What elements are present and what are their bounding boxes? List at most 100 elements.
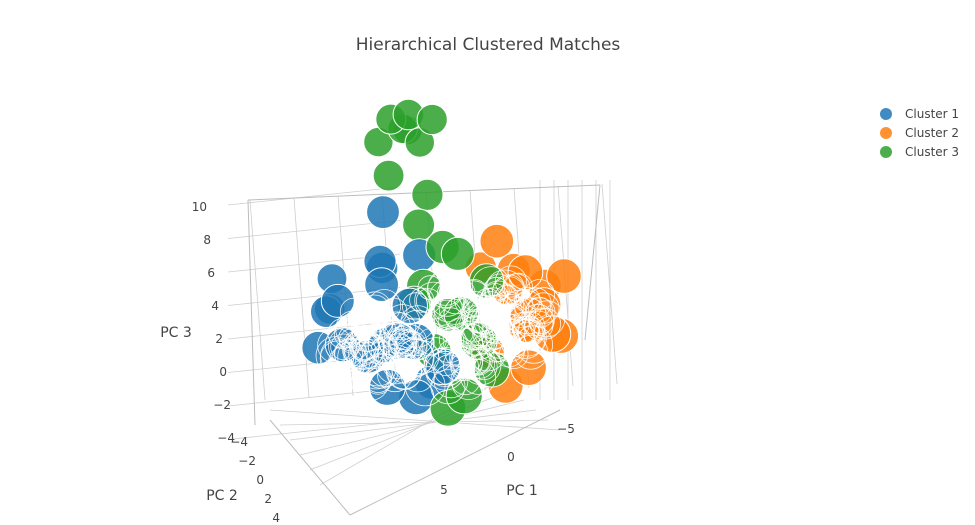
grid-line [249, 199, 266, 401]
y-tick-label: −2 [238, 454, 256, 468]
legend-marker [880, 127, 892, 139]
grid-line [227, 421, 401, 440]
point-outline [528, 300, 566, 338]
data-point[interactable] [546, 258, 582, 294]
y-tick-label: −4 [230, 435, 248, 449]
point-outline [464, 348, 495, 379]
grid-line [601, 183, 618, 385]
z-tick-label: −2 [213, 398, 231, 412]
data-point[interactable] [364, 267, 400, 303]
point-outline [353, 315, 382, 344]
point-outline [451, 345, 484, 377]
point-outline [466, 303, 501, 338]
axis-frame-line [349, 409, 561, 516]
point-outline [380, 297, 408, 325]
data-point[interactable] [416, 103, 448, 136]
legend-marker [880, 146, 892, 158]
legend-item[interactable]: Cluster 1 [880, 107, 959, 121]
data-points [301, 98, 582, 427]
point-outline [444, 339, 473, 368]
point-outline [400, 358, 435, 393]
point-outline [513, 334, 549, 370]
point-outline [412, 321, 447, 357]
point-outline [464, 346, 493, 376]
point-outline [327, 317, 359, 349]
point-outline [353, 297, 383, 327]
axis-frame-line [584, 184, 601, 341]
point-outline [433, 292, 463, 323]
grid-line [299, 399, 525, 456]
y-axis-title: PC 2 [206, 488, 238, 504]
point-outline [391, 324, 417, 351]
legend-item[interactable]: Cluster 2 [880, 126, 959, 140]
point-outline [415, 288, 442, 314]
point-outline [327, 345, 364, 381]
point-outline [315, 336, 355, 376]
z-tick-label: 2 [215, 332, 223, 346]
data-point[interactable] [372, 159, 405, 192]
data-point[interactable] [479, 223, 515, 259]
point-outline [393, 331, 425, 363]
point-outline [458, 279, 490, 311]
point-outline [493, 285, 519, 311]
point-outline [417, 275, 443, 301]
grid-line [269, 409, 561, 431]
data-point[interactable] [366, 195, 400, 230]
point-outline [480, 280, 518, 318]
point-outline [493, 304, 526, 337]
z-tick-label: −4 [217, 431, 235, 445]
point-outline [461, 344, 502, 386]
legend-item[interactable]: Cluster 3 [880, 145, 959, 159]
axis-frame-line [269, 419, 351, 516]
point-outline [461, 299, 495, 333]
point-outline [367, 289, 402, 323]
point-outline [449, 342, 482, 376]
z-tick-label: 10 [192, 200, 207, 214]
point-outline [349, 330, 380, 362]
point-outline [392, 346, 427, 381]
legend-label: Cluster 2 [905, 126, 959, 140]
point-outline [355, 334, 390, 369]
point-outline [437, 307, 465, 335]
point-outline [529, 307, 562, 340]
data-point[interactable] [440, 236, 475, 271]
point-outline [502, 273, 531, 302]
legend-label: Cluster 1 [905, 107, 959, 121]
data-point[interactable] [510, 349, 547, 387]
point-outline [339, 328, 365, 354]
point-outline [427, 269, 464, 306]
legend-label: Cluster 3 [905, 145, 959, 159]
z-tick-label: 8 [203, 233, 211, 247]
point-outline [430, 369, 466, 405]
z-tick-label: 0 [219, 365, 227, 379]
z-axis-title: PC 3 [160, 325, 192, 341]
y-tick-label: 4 [272, 511, 280, 525]
data-point[interactable] [445, 377, 483, 415]
chart-title: Hierarchical Clustered Matches [356, 35, 621, 55]
point-outline [495, 318, 526, 349]
legend[interactable]: Cluster 1 Cluster 2 Cluster 3 [880, 107, 959, 159]
point-outline [417, 328, 445, 355]
point-outline [436, 275, 476, 315]
axis-frame-line [247, 199, 256, 426]
point-outline [460, 359, 497, 395]
point-outline [528, 292, 560, 324]
point-outline [481, 315, 511, 344]
point-outline [460, 324, 487, 351]
x-tick-label: −5 [557, 422, 575, 436]
point-outline [452, 323, 488, 358]
point-outline [463, 295, 503, 334]
point-outline [383, 336, 416, 370]
point-outline [391, 357, 419, 384]
point-outline [384, 312, 417, 344]
point-outline [409, 287, 435, 313]
point-outline [343, 338, 379, 375]
z-tick-label: 6 [207, 266, 215, 280]
data-point[interactable] [320, 283, 355, 318]
point-outline [442, 348, 476, 382]
x-axis-title: PC 1 [506, 483, 538, 499]
point-outline [470, 352, 498, 381]
data-point[interactable] [411, 178, 444, 211]
point-outline [444, 273, 472, 301]
